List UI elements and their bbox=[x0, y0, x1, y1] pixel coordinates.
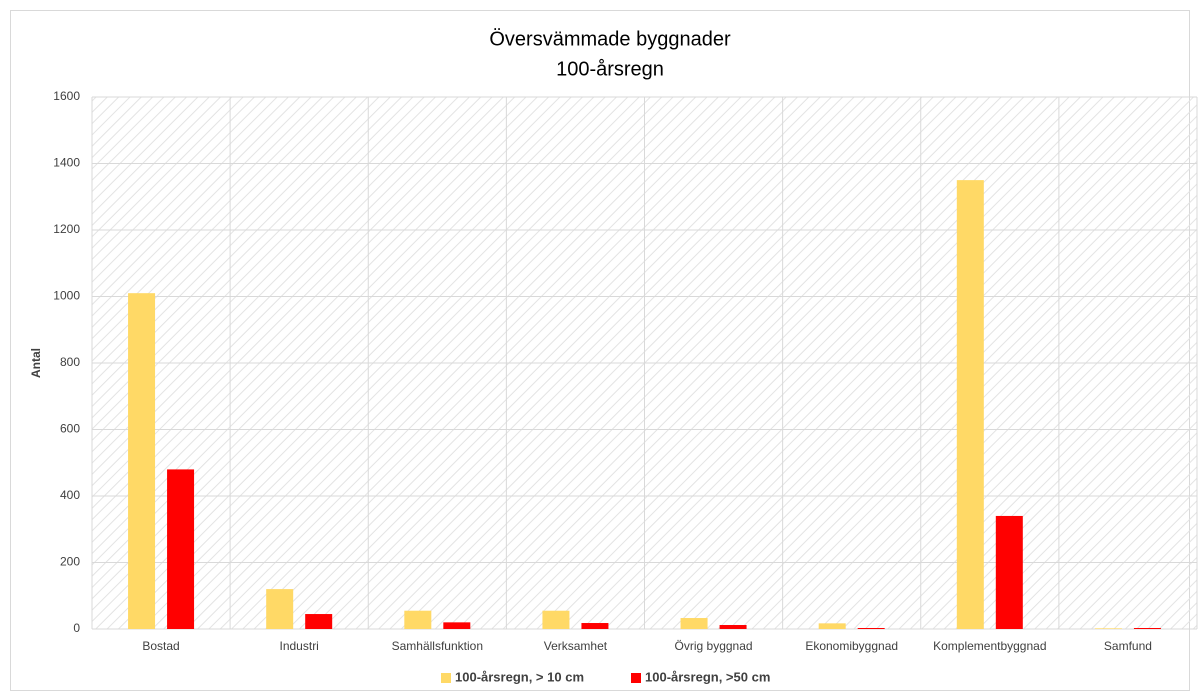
bar bbox=[995, 515, 1023, 629]
bar bbox=[305, 614, 333, 629]
bar bbox=[266, 589, 294, 629]
bar bbox=[1133, 628, 1161, 629]
x-tick-label: Industri bbox=[280, 639, 319, 653]
y-tick-label: 400 bbox=[60, 488, 80, 502]
bar bbox=[818, 623, 846, 629]
y-tick-label: 200 bbox=[60, 555, 80, 569]
x-tick-label: Bostad bbox=[142, 639, 179, 653]
bar bbox=[956, 180, 984, 629]
bar bbox=[857, 628, 885, 629]
legend-swatch bbox=[441, 673, 451, 683]
y-axis-label: Antal bbox=[29, 348, 43, 378]
x-tick-label: Verksamhet bbox=[544, 639, 608, 653]
y-tick-label: 1000 bbox=[53, 289, 80, 303]
y-tick-label: 1400 bbox=[53, 156, 80, 170]
x-tick-label: Komplementbyggnad bbox=[933, 639, 1046, 653]
bar bbox=[404, 610, 432, 629]
y-tick-label: 600 bbox=[60, 422, 80, 436]
x-tick-label: Övrig byggnad bbox=[675, 639, 753, 653]
y-tick-label: 0 bbox=[73, 621, 80, 635]
bar bbox=[581, 623, 609, 629]
bar bbox=[167, 469, 195, 629]
legend-label: 100-årsregn, >50 cm bbox=[645, 669, 770, 684]
bar bbox=[443, 622, 471, 629]
legend-label: 100-årsregn, > 10 cm bbox=[455, 669, 584, 684]
bar bbox=[1094, 628, 1122, 629]
x-tick-label: Samhällsfunktion bbox=[392, 639, 483, 653]
x-tick-label: Ekonomibyggnad bbox=[805, 639, 898, 653]
y-tick-label: 1600 bbox=[53, 89, 80, 103]
bar bbox=[680, 618, 708, 629]
bar bbox=[719, 625, 747, 629]
chart-title: Översvämmade byggnader bbox=[489, 28, 731, 50]
bar bbox=[542, 610, 570, 629]
legend-swatch bbox=[631, 673, 641, 683]
chart-subtitle: 100-årsregn bbox=[556, 58, 664, 80]
x-tick-label: Samfund bbox=[1104, 639, 1152, 653]
y-tick-label: 800 bbox=[60, 355, 80, 369]
y-tick-label: 1200 bbox=[53, 222, 80, 236]
bar bbox=[128, 293, 156, 629]
